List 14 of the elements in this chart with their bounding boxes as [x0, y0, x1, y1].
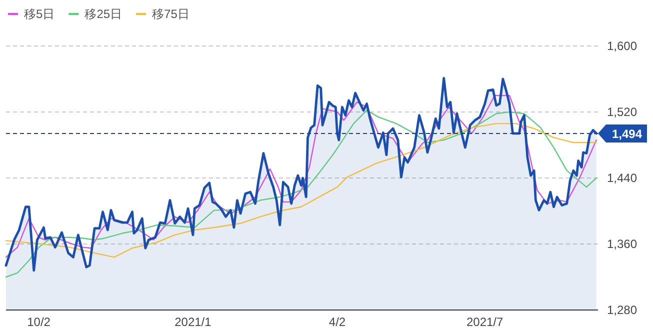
ref-line-label: 1,494: [612, 126, 642, 141]
y-tick-label: 1,520: [607, 105, 638, 119]
x-tick-label: 2021/7: [466, 315, 504, 329]
legend-label: 移25日: [84, 7, 122, 21]
y-tick-label: 1,440: [607, 171, 638, 185]
y-tick-label: 1,600: [607, 39, 638, 53]
x-tick-label: 4/2: [328, 315, 346, 329]
y-tick-label: 1,360: [607, 237, 638, 251]
legend-label: 移75日: [152, 7, 190, 21]
legend-label: 移5日: [24, 7, 55, 21]
y-tick-label: 1,280: [607, 303, 638, 317]
x-tick-label: 10/2: [27, 315, 51, 329]
ref-label: 1,494: [598, 124, 647, 142]
x-tick-label: 2021/1: [174, 315, 212, 329]
